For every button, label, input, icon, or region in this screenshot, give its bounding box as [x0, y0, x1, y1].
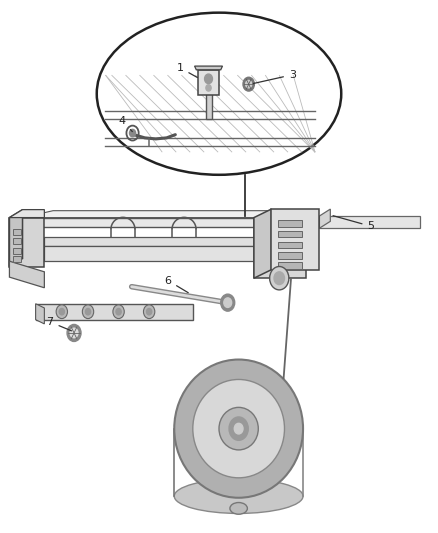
- Circle shape: [130, 130, 136, 137]
- Text: 1: 1: [177, 63, 198, 77]
- Bar: [13, 238, 21, 244]
- Polygon shape: [35, 304, 193, 320]
- Polygon shape: [22, 217, 285, 227]
- Text: 3: 3: [253, 70, 296, 84]
- Circle shape: [234, 423, 243, 434]
- Circle shape: [67, 325, 81, 342]
- Circle shape: [274, 272, 285, 285]
- Ellipse shape: [174, 479, 303, 513]
- Circle shape: [56, 305, 67, 319]
- Polygon shape: [10, 261, 44, 288]
- Bar: [13, 248, 21, 254]
- Polygon shape: [10, 209, 44, 217]
- Bar: [278, 220, 302, 227]
- Polygon shape: [44, 237, 285, 246]
- Circle shape: [116, 309, 121, 315]
- Circle shape: [243, 77, 254, 91]
- Ellipse shape: [97, 13, 341, 175]
- Polygon shape: [319, 209, 330, 228]
- Bar: [278, 231, 302, 237]
- Circle shape: [206, 85, 211, 91]
- Circle shape: [85, 309, 91, 315]
- Bar: [278, 241, 302, 248]
- Ellipse shape: [230, 503, 247, 514]
- Bar: [278, 252, 302, 259]
- Polygon shape: [35, 304, 44, 324]
- Text: 4: 4: [119, 116, 132, 132]
- Polygon shape: [22, 211, 285, 217]
- Text: 7: 7: [46, 317, 71, 331]
- Bar: [13, 229, 21, 235]
- Polygon shape: [10, 217, 44, 266]
- Circle shape: [221, 294, 235, 311]
- Polygon shape: [10, 209, 22, 266]
- Circle shape: [246, 80, 252, 88]
- Circle shape: [59, 309, 64, 315]
- Bar: [13, 256, 21, 262]
- Polygon shape: [319, 216, 420, 228]
- Ellipse shape: [174, 360, 303, 498]
- Circle shape: [147, 309, 152, 315]
- Polygon shape: [198, 70, 219, 95]
- Polygon shape: [272, 209, 319, 270]
- Circle shape: [229, 417, 248, 440]
- Circle shape: [82, 305, 94, 319]
- Ellipse shape: [193, 379, 285, 478]
- Circle shape: [270, 266, 289, 290]
- Text: 5: 5: [333, 216, 374, 231]
- Polygon shape: [254, 217, 306, 278]
- Polygon shape: [254, 209, 272, 278]
- Ellipse shape: [219, 407, 258, 450]
- Polygon shape: [44, 246, 254, 261]
- Circle shape: [70, 328, 78, 338]
- Circle shape: [113, 305, 124, 319]
- Circle shape: [205, 74, 212, 84]
- Circle shape: [144, 305, 155, 319]
- Polygon shape: [194, 66, 223, 70]
- Circle shape: [224, 298, 232, 308]
- Text: 6: 6: [164, 276, 188, 293]
- Polygon shape: [206, 70, 212, 119]
- Bar: [278, 262, 302, 269]
